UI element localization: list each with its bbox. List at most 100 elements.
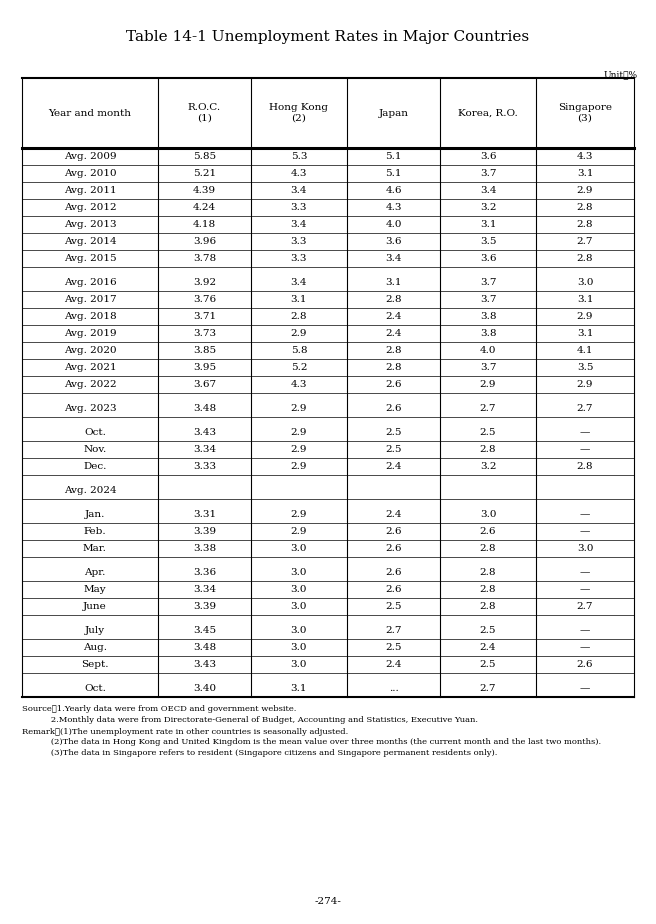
Text: May: May [83, 585, 106, 594]
Text: Avg. 2014: Avg. 2014 [64, 237, 116, 246]
Text: —: — [580, 626, 590, 635]
Text: 2.8: 2.8 [577, 220, 593, 229]
Text: 2.6: 2.6 [385, 585, 401, 594]
Text: 3.6: 3.6 [385, 237, 401, 246]
Text: 2.8: 2.8 [480, 544, 497, 553]
Text: 3.6: 3.6 [480, 254, 497, 263]
Text: Avg. 2012: Avg. 2012 [64, 203, 116, 212]
Text: Aug.: Aug. [83, 643, 107, 652]
Text: 3.39: 3.39 [193, 527, 216, 536]
Text: Korea, R.O.: Korea, R.O. [458, 108, 518, 117]
Text: 2.9: 2.9 [480, 380, 497, 389]
Text: 2.9: 2.9 [291, 510, 307, 519]
Text: Avg. 2024: Avg. 2024 [64, 486, 116, 495]
Text: 3.0: 3.0 [577, 544, 593, 553]
Text: 3.1: 3.1 [577, 169, 593, 178]
Text: Jan.: Jan. [85, 510, 105, 519]
Text: 5.85: 5.85 [193, 152, 216, 161]
Text: 2.5: 2.5 [385, 445, 401, 454]
Text: Avg. 2020: Avg. 2020 [64, 346, 116, 355]
Text: 2.9: 2.9 [577, 380, 593, 389]
Text: 2.5: 2.5 [480, 626, 497, 635]
Text: Hong Kong
(2): Hong Kong (2) [270, 103, 329, 123]
Text: 2.8: 2.8 [480, 568, 497, 577]
Text: 3.2: 3.2 [480, 203, 497, 212]
Text: 3.31: 3.31 [193, 510, 216, 519]
Text: 5.1: 5.1 [385, 169, 401, 178]
Text: 3.48: 3.48 [193, 643, 216, 652]
Text: 2.6: 2.6 [385, 404, 401, 413]
Text: 3.5: 3.5 [480, 237, 497, 246]
Text: 3.48: 3.48 [193, 404, 216, 413]
Text: —: — [580, 428, 590, 437]
Text: 2.7: 2.7 [480, 404, 497, 413]
Text: —: — [580, 585, 590, 594]
Text: 3.3: 3.3 [291, 237, 307, 246]
Text: 2.8: 2.8 [577, 254, 593, 263]
Text: 3.95: 3.95 [193, 363, 216, 372]
Text: June: June [83, 602, 107, 611]
Text: 2.7: 2.7 [385, 626, 401, 635]
Text: 2.8: 2.8 [291, 312, 307, 321]
Text: 2.8: 2.8 [577, 462, 593, 471]
Text: 3.8: 3.8 [480, 312, 497, 321]
Text: 3.0: 3.0 [291, 585, 307, 594]
Text: 3.3: 3.3 [291, 254, 307, 263]
Text: 3.1: 3.1 [291, 295, 307, 304]
Text: Japan: Japan [379, 108, 409, 117]
Text: 3.0: 3.0 [291, 568, 307, 577]
Text: —: — [580, 527, 590, 536]
Text: 5.1: 5.1 [385, 152, 401, 161]
Text: 2.5: 2.5 [480, 660, 497, 669]
Text: Avg. 2023: Avg. 2023 [64, 404, 116, 413]
Text: (2)The data in Hong Kong and United Kingdom is the mean value over three months : (2)The data in Hong Kong and United King… [22, 738, 601, 747]
Text: Avg. 2022: Avg. 2022 [64, 380, 116, 389]
Text: 2.4: 2.4 [385, 329, 401, 338]
Text: 3.34: 3.34 [193, 445, 216, 454]
Text: 3.2: 3.2 [480, 462, 497, 471]
Text: 3.43: 3.43 [193, 428, 216, 437]
Text: Avg. 2009: Avg. 2009 [64, 152, 116, 161]
Text: 3.92: 3.92 [193, 278, 216, 287]
Text: 4.3: 4.3 [577, 152, 593, 161]
Text: 2.5: 2.5 [385, 643, 401, 652]
Text: 2.6: 2.6 [385, 380, 401, 389]
Text: 2.6: 2.6 [480, 527, 497, 536]
Text: Avg. 2013: Avg. 2013 [64, 220, 116, 229]
Text: 2.9: 2.9 [291, 462, 307, 471]
Text: (3)The data in Singapore refers to resident (Singapore citizens and Singapore pe: (3)The data in Singapore refers to resid… [22, 749, 497, 757]
Text: 2.8: 2.8 [385, 346, 401, 355]
Text: 3.1: 3.1 [291, 684, 307, 693]
Text: Avg. 2015: Avg. 2015 [64, 254, 116, 263]
Text: 2.7: 2.7 [577, 237, 593, 246]
Text: 3.43: 3.43 [193, 660, 216, 669]
Text: 2.Monthly data were from Directorate-General of Budget, Accounting and Statistic: 2.Monthly data were from Directorate-Gen… [22, 715, 478, 723]
Text: 2.4: 2.4 [385, 510, 401, 519]
Text: 3.76: 3.76 [193, 295, 216, 304]
Text: 3.8: 3.8 [480, 329, 497, 338]
Text: 3.96: 3.96 [193, 237, 216, 246]
Text: 2.5: 2.5 [385, 602, 401, 611]
Text: 4.3: 4.3 [291, 380, 307, 389]
Text: 5.21: 5.21 [193, 169, 216, 178]
Text: 5.8: 5.8 [291, 346, 307, 355]
Text: Nov.: Nov. [83, 445, 106, 454]
Text: —: — [580, 643, 590, 652]
Text: 3.40: 3.40 [193, 684, 216, 693]
Text: Avg. 2019: Avg. 2019 [64, 329, 116, 338]
Text: 2.9: 2.9 [291, 527, 307, 536]
Text: Sept.: Sept. [81, 660, 109, 669]
Text: 3.4: 3.4 [480, 186, 497, 195]
Text: 3.0: 3.0 [480, 510, 497, 519]
Text: 4.3: 4.3 [385, 203, 401, 212]
Text: Table 14-1 Unemployment Rates in Major Countries: Table 14-1 Unemployment Rates in Major C… [127, 30, 529, 44]
Text: Avg. 2011: Avg. 2011 [64, 186, 116, 195]
Text: 3.0: 3.0 [577, 278, 593, 287]
Text: 3.1: 3.1 [480, 220, 497, 229]
Text: July: July [85, 626, 105, 635]
Text: —: — [580, 568, 590, 577]
Text: 2.9: 2.9 [291, 329, 307, 338]
Text: Avg. 2018: Avg. 2018 [64, 312, 116, 321]
Text: 3.78: 3.78 [193, 254, 216, 263]
Text: 2.8: 2.8 [385, 363, 401, 372]
